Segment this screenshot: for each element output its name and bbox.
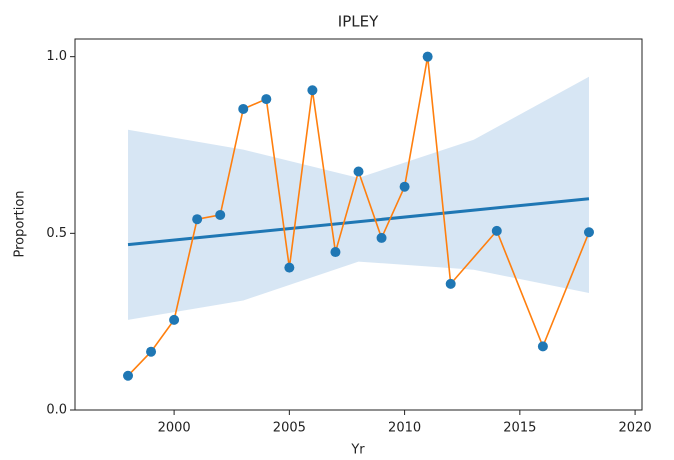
data-point [353, 166, 364, 177]
data-point [445, 278, 456, 289]
data-point [376, 232, 387, 243]
y-axis-label: Proportion [13, 190, 28, 257]
data-point [215, 209, 226, 220]
data-point [330, 247, 341, 258]
data-point [583, 227, 594, 238]
data-line [127, 56, 590, 377]
y-tick-label: 0.0 [46, 403, 67, 418]
data-point [261, 94, 272, 105]
data-point [399, 181, 410, 192]
data-point [238, 103, 249, 114]
regression-line [127, 197, 590, 247]
data-point [192, 214, 203, 225]
data-point [123, 370, 134, 381]
x-tick-label: 2010 [388, 421, 421, 436]
data-point [491, 225, 502, 236]
x-axis-label: Yr [350, 443, 365, 458]
x-tick-label: 2020 [619, 421, 652, 436]
plot-frame [74, 38, 643, 411]
x-tick-label: 2015 [503, 421, 536, 436]
y-tick-label: 1.0 [46, 49, 67, 64]
x-tick-label: 2000 [158, 421, 191, 436]
data-point [284, 262, 295, 273]
data-point [537, 341, 548, 352]
data-point [422, 51, 433, 62]
confidence-band [128, 76, 589, 320]
chart-title: IPLEY [338, 13, 379, 31]
data-point [146, 346, 157, 357]
y-tick-label: 0.5 [46, 226, 67, 241]
data-point [307, 85, 318, 96]
x-tick-label: 2005 [273, 421, 306, 436]
data-point [169, 314, 180, 325]
